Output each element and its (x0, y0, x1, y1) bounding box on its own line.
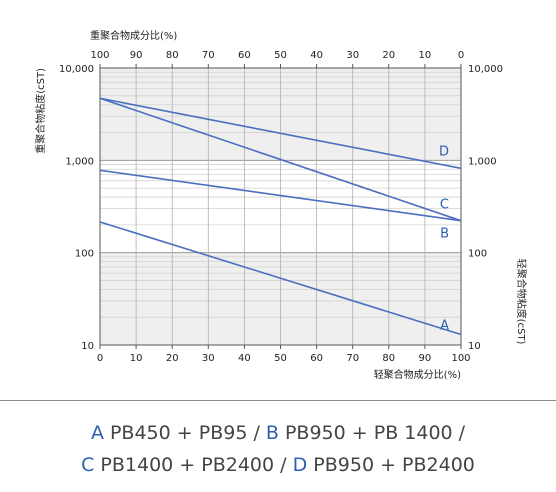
y-right-tick-label: 1,000 (468, 156, 497, 167)
series-label-a: A (440, 318, 449, 333)
x-top-axis-label: 重聚合物成分比(%) (90, 29, 177, 42)
legend-text-a: PB450 + PB95 / (103, 422, 266, 444)
x-bottom-axis-label: 轻聚合物成分比(%) (374, 368, 461, 381)
series-label-d: D (439, 144, 449, 159)
x-bottom-tick-label: 60 (310, 353, 323, 364)
legend-caption-line-2: C PB1400 + PB2400 / D PB950 + PB2400 (0, 454, 556, 476)
x-bottom-tick-label: 50 (274, 353, 287, 364)
x-top-tick-label: 80 (166, 50, 179, 61)
x-top-tick-label: 10 (419, 50, 432, 61)
series-label-b: B (440, 227, 449, 242)
x-bottom-tick-label: 90 (419, 353, 432, 364)
series-line-d (99, 97, 462, 170)
y-left-tick-label: 10 (81, 341, 94, 352)
x-top-tick-label: 70 (202, 50, 215, 61)
x-bottom-tick-label: 70 (346, 353, 359, 364)
x-top-tick-label: 20 (382, 50, 395, 61)
legend-label-a: A (90, 422, 104, 444)
legend-text-d: PB950 + PB2400 (307, 454, 475, 476)
y-right-tick-label: 10 (468, 341, 481, 352)
x-top-tick-label: 40 (310, 50, 323, 61)
x-bottom-tick-label: 80 (382, 353, 395, 364)
x-bottom-tick-label: 100 (451, 353, 470, 364)
series-line-a (99, 221, 462, 336)
x-bottom-tick-label: 40 (238, 353, 251, 364)
x-top-tick-label: 60 (238, 50, 251, 61)
legend-label-d: D (292, 454, 308, 476)
legend-text-c: PB1400 + PB2400 / (94, 454, 293, 476)
axis-labels: 轻聚合物成分比(%) 重聚合物成分比(%) 重聚合物粘度(cST) 轻聚合物粘度(cS… (34, 29, 528, 381)
legend-caption-line-1: A PB450 + PB95 / B PB950 + PB 1400 / (0, 422, 556, 444)
divider (0, 400, 556, 401)
y-left-axis-label: 重聚合物粘度(cST) (34, 68, 47, 154)
y-left-tick-label: 100 (75, 249, 94, 260)
x-top-tick-label: 30 (346, 50, 359, 61)
x-top-tick-label: 90 (130, 50, 143, 61)
y-left-tick-label: 10,000 (59, 64, 94, 75)
series-label-c: C (440, 198, 449, 213)
x-bottom-tick-label: 20 (166, 353, 179, 364)
y-right-axis-label: 轻聚合物粘度(cST) (515, 259, 528, 345)
series-lines: A BC D (99, 97, 462, 336)
grid-lines (100, 68, 461, 345)
legend-label-c: C (81, 454, 95, 476)
x-top-tick-label: 0 (458, 50, 464, 61)
y-right-tick-label: 100 (468, 249, 487, 260)
x-top-tick-label: 100 (90, 50, 109, 61)
y-left-tick-label: 1,000 (65, 156, 94, 167)
y-right-tick-label: 10,000 (468, 64, 503, 75)
series-line-c (99, 97, 462, 222)
x-bottom-tick-label: 30 (202, 353, 215, 364)
legend-label-b: B (265, 422, 279, 444)
series-line-b (99, 169, 462, 222)
x-top-tick-label: 50 (274, 50, 287, 61)
x-bottom-tick-label: 0 (97, 353, 103, 364)
legend-text-b: PB950 + PB 1400 / (278, 422, 466, 444)
x-bottom-tick-label: 10 (130, 353, 143, 364)
